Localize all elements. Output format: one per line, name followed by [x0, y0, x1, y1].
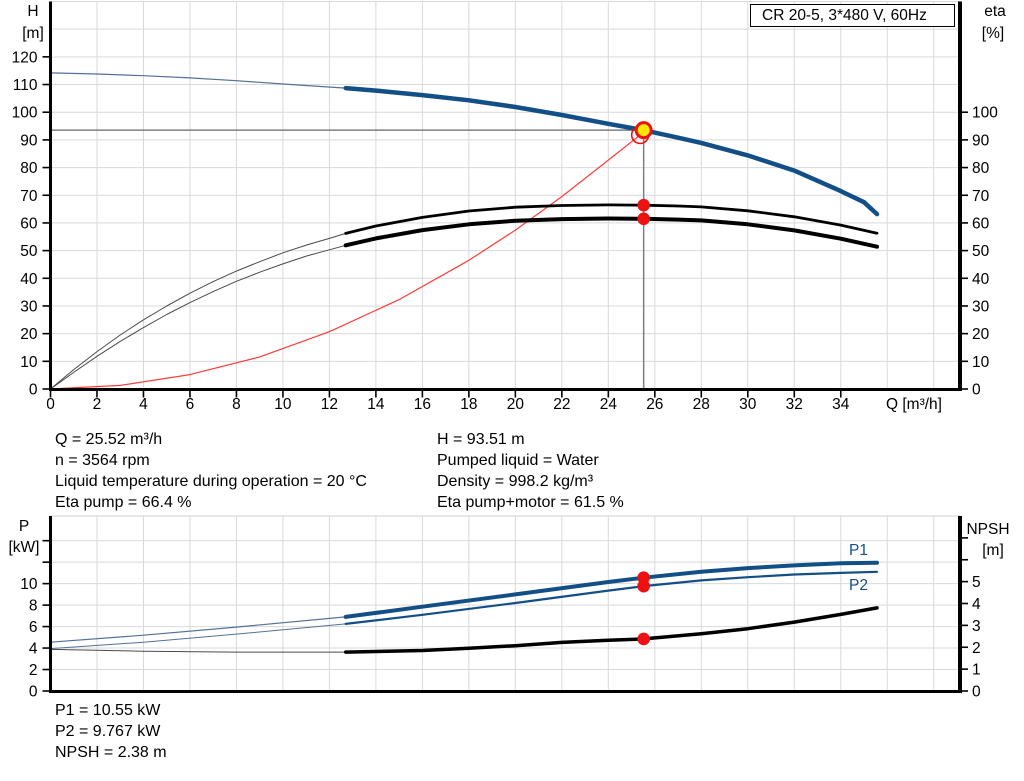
axis-label: 40 — [972, 271, 990, 288]
axis-label: 20 — [507, 396, 525, 413]
axis-label: Q [m³/h] — [886, 396, 942, 413]
axis-label: 10 — [972, 354, 990, 371]
axis-label: 40 — [20, 271, 38, 288]
info-line-eta-pump: Eta pump = 66.4 % — [55, 494, 192, 511]
eta-pump-curve — [344, 203, 879, 235]
axis-label: 30 — [20, 298, 38, 315]
axis-label: 70 — [20, 188, 38, 205]
axis-label: 1 — [972, 662, 981, 679]
axis-label: 10 — [274, 396, 292, 413]
axis-label: 24 — [600, 396, 618, 413]
axis-label: 4 — [29, 641, 38, 658]
axis-label: 4 — [972, 596, 981, 613]
axis-label: 6 — [186, 396, 195, 413]
npsh-curve-extension — [50, 648, 347, 653]
duty-value-dot — [637, 632, 650, 646]
duty-value-dot — [637, 198, 650, 212]
axis-label: 80 — [972, 160, 990, 177]
info-line-npsh: NPSH = 2.38 m — [55, 744, 167, 761]
axis-label: 110 — [13, 77, 38, 94]
qh-curve-extension — [49, 72, 347, 89]
axis-label: 80 — [20, 160, 38, 177]
axis-label: 90 — [20, 132, 38, 149]
axis-label: 34 — [832, 396, 850, 413]
axis-label: 6 — [29, 619, 38, 636]
duty-value-dot — [637, 579, 650, 593]
axis-label: 50 — [972, 243, 990, 260]
eta-pump-motor-curve-extension — [50, 244, 347, 390]
axis-label: 2 — [93, 396, 102, 413]
axis-label: 5 — [972, 574, 981, 591]
p2-curve — [344, 570, 879, 626]
axis-label: 120 — [12, 49, 38, 66]
axis-label: 10 — [20, 576, 38, 593]
axis-label: 26 — [646, 396, 663, 413]
axis-label: 8 — [29, 598, 38, 615]
series-label-p2: P2 — [849, 577, 868, 594]
info-line-q: Q = 25.52 m³/h — [55, 431, 163, 448]
pump-model-badge: CR 20-5, 3*480 V, 60Hz — [750, 4, 955, 27]
axis-label: 0 — [972, 684, 981, 701]
axis-label: 10 — [20, 354, 38, 371]
duty-value-dot — [637, 212, 650, 226]
info-line-speed: n = 3564 rpm — [55, 452, 150, 469]
axis-label: 70 — [972, 188, 990, 205]
axis-label: 0 — [29, 382, 38, 399]
eta-pump-curve-extension — [50, 232, 347, 390]
axis-label: 0 — [972, 382, 981, 399]
axis-label: 18 — [460, 396, 477, 413]
axis-label: [m] — [22, 25, 44, 42]
npsh-curve — [343, 606, 879, 654]
duty-point-marker[interactable] — [634, 121, 653, 140]
p1-curve — [343, 560, 879, 619]
info-line-density: Density = 998.2 kg/m³ — [437, 473, 594, 490]
axis-label: [%] — [982, 25, 1004, 42]
axis-label: 50 — [20, 243, 38, 260]
power-info: P1 = 10.55 kW P2 = 9.767 kW NPSH = 2.38 … — [55, 700, 167, 763]
axis-label: [kW] — [9, 539, 40, 556]
axis-label: 0 — [29, 684, 38, 701]
p2-curve-extension — [50, 623, 347, 650]
axis-label: 90 — [972, 132, 990, 149]
axis-label: 14 — [367, 396, 385, 413]
axis-label: 100 — [972, 105, 998, 122]
axis-label: [m] — [982, 542, 1004, 559]
axis-label: 22 — [553, 396, 570, 413]
series-label-p1: P1 — [849, 542, 868, 559]
axis-label: 32 — [786, 396, 803, 413]
axis-label: 3 — [972, 618, 981, 635]
p1-curve-extension — [49, 616, 347, 643]
duty-info-left: Q = 25.52 m³/h n = 3564 rpm Liquid tempe… — [55, 429, 367, 513]
axis-label: H — [27, 3, 38, 20]
axis-label: 20 — [20, 326, 38, 343]
info-line-liquid: Pumped liquid = Water — [437, 452, 599, 469]
axis-label: 2 — [29, 662, 38, 679]
axis-label: 2 — [972, 640, 981, 657]
axis-label: 16 — [414, 396, 431, 413]
axis-label: eta — [984, 3, 1006, 20]
axis-label: 0 — [46, 396, 55, 413]
system-curve — [49, 134, 641, 390]
axis-label: 60 — [972, 215, 990, 232]
axis-label: 8 — [232, 396, 241, 413]
axis-label: 20 — [972, 326, 990, 343]
axis-label: 30 — [739, 396, 757, 413]
duty-info-right: H = 93.51 m Pumped liquid = Water Densit… — [437, 429, 624, 513]
axis-label: 4 — [139, 396, 148, 413]
axis-label: NPSH — [966, 521, 1009, 538]
info-line-p2: P2 = 9.767 kW — [55, 723, 161, 740]
axis-label: 28 — [693, 396, 710, 413]
axis-label: 100 — [12, 105, 38, 122]
info-line-head: H = 93.51 m — [437, 431, 525, 448]
axis-label: 12 — [321, 396, 338, 413]
axis-label: P — [19, 518, 29, 535]
axis-label: 30 — [972, 298, 990, 315]
info-line-temperature: Liquid temperature during operation = 20… — [55, 473, 367, 490]
axis-label: 60 — [20, 215, 38, 232]
info-line-eta-total: Eta pump+motor = 61.5 % — [437, 494, 624, 511]
eta-pump-motor-curve — [343, 216, 879, 249]
info-line-p1: P1 = 10.55 kW — [55, 702, 161, 719]
